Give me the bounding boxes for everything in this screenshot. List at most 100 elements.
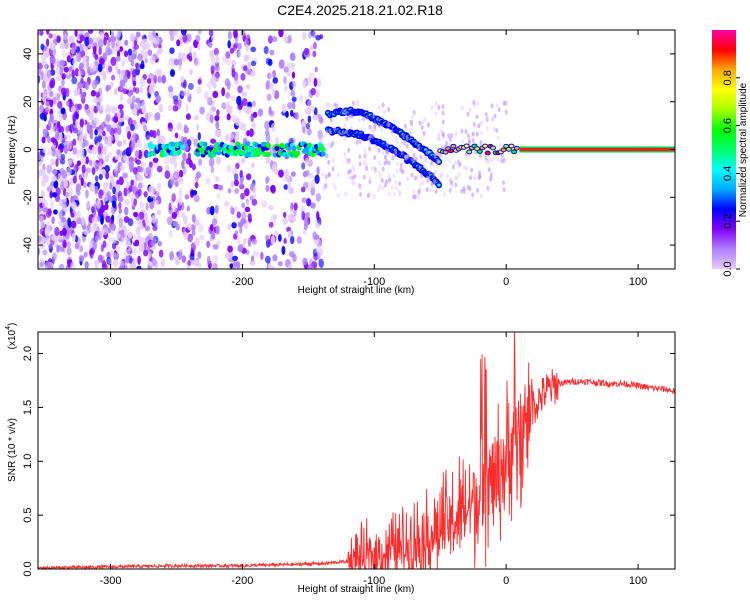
spectrogram-cell [55, 75, 62, 82]
spectrogram-cell [377, 123, 381, 129]
spectrogram-cell [210, 231, 216, 240]
spectrogram-cell [363, 148, 367, 154]
spectrogram-cell [47, 119, 52, 127]
spectrogram-cell [246, 106, 252, 114]
spectrogram-cell [38, 247, 41, 256]
spectrogram-cell [122, 172, 128, 179]
spectrogram-cell [265, 132, 271, 143]
spectrogram-cell [150, 215, 157, 224]
spectrogram-cell [194, 58, 201, 68]
spectrogram-cell [94, 263, 99, 269]
spectrogram-cell [396, 161, 400, 167]
spectrogram-cell [144, 217, 150, 225]
spectrogram-cell [502, 187, 506, 193]
snr-x-tick-label: -100 [363, 575, 385, 587]
spectrogram-cell [42, 249, 48, 256]
spectrogram-cell [119, 84, 124, 92]
spectrogram-cell [303, 32, 307, 40]
spectrogram-cell [67, 159, 73, 166]
spectrogram-cell [324, 174, 328, 180]
spectrogram-x-tick-label: -200 [231, 276, 253, 288]
spectrogram-cell [509, 144, 514, 148]
spectrogram-cell [310, 186, 316, 196]
spectrogram-cell [108, 196, 113, 202]
spectrogram-cell [58, 125, 65, 134]
spectrogram-cell [61, 227, 67, 237]
spectrogram-cell [268, 72, 274, 79]
spectrogram-cell [118, 72, 124, 81]
spectrogram-cell [90, 90, 97, 97]
spectrogram-x-tick-label: -100 [363, 276, 385, 288]
spectrogram-cell [358, 154, 362, 160]
spectrogram-cell [303, 47, 310, 56]
spectrogram-cell [208, 262, 212, 269]
spectrogram-cell [110, 56, 117, 67]
spectrogram-cell [181, 159, 185, 170]
spectrogram-cell [61, 49, 66, 58]
spectrogram-cell [343, 123, 347, 129]
spectrogram-cell [247, 237, 252, 247]
spectrogram-cell [377, 147, 381, 153]
spectrogram-cell [110, 31, 115, 38]
spectrogram-cell [111, 105, 118, 113]
spectrogram-cell [351, 180, 355, 186]
spectrogram-cell [245, 83, 251, 90]
spectrogram-cell [179, 248, 183, 258]
spectrogram-cell [104, 154, 110, 163]
spectrogram-cell [470, 167, 474, 173]
spectrogram-cell [83, 170, 88, 180]
spectrogram-cell [242, 105, 247, 113]
spectrogram-cell [196, 85, 202, 95]
spectrogram-cell [290, 62, 295, 71]
spectrogram-cell [497, 157, 501, 163]
spectrogram-cell [110, 205, 116, 215]
spectrogram-cell [460, 105, 464, 111]
spectrogram-cell [82, 45, 88, 52]
spectrogram-cell [368, 141, 372, 147]
spectrogram-cell [349, 125, 353, 131]
spectrogram-cell [283, 184, 289, 190]
spectrogram-cell [141, 236, 146, 244]
spectrogram-cell [238, 121, 245, 131]
spectrogram-cell [394, 152, 398, 158]
spectrogram-cell [241, 98, 248, 107]
spectrogram-cell [491, 116, 495, 122]
spectrogram-cell [152, 30, 156, 38]
spectrogram-cell [437, 132, 441, 138]
spectrogram-cell [282, 217, 288, 226]
spectrogram-cell [135, 190, 141, 199]
spectrogram-cell [270, 235, 276, 245]
spectrogram-cell [355, 140, 359, 146]
spectrogram-cell [189, 68, 193, 75]
spectrogram-cell [45, 101, 51, 107]
spectrogram-cell [512, 150, 517, 154]
spectrogram-cell [143, 149, 149, 159]
spectrogram-cell [173, 58, 180, 66]
spectrogram-cell [172, 95, 179, 102]
spectrogram-cell [305, 122, 311, 130]
spectrogram-cell [55, 158, 59, 168]
spectrogram-cell [437, 183, 441, 187]
spectrogram-cell [58, 210, 64, 220]
spectrogram-cell [80, 77, 84, 84]
spectrogram-cell [441, 110, 445, 116]
spectrogram-cell [101, 168, 106, 175]
snr-y-multiplier: (x104) [5, 323, 18, 350]
snr-y-axis-label: SNR (10 * v/v) [7, 418, 18, 482]
spectrogram-cell [420, 125, 424, 131]
spectrogram-cell [466, 133, 470, 139]
spectrogram-cell [129, 32, 135, 42]
spectrogram-cell [387, 160, 391, 166]
spectrogram-cell [300, 186, 306, 193]
spectrogram-cell [158, 43, 162, 49]
spectrogram-cell [138, 243, 143, 253]
spectrogram-cell [134, 157, 138, 164]
spectrogram-cell [121, 59, 126, 67]
spectrogram-cell [333, 185, 337, 191]
spectrogram-cell [110, 36, 117, 42]
spectrogram-cell [329, 117, 333, 123]
spectrogram-cell [386, 122, 390, 128]
spectrogram-cell [100, 121, 107, 129]
spectrogram-cell [433, 152, 437, 158]
